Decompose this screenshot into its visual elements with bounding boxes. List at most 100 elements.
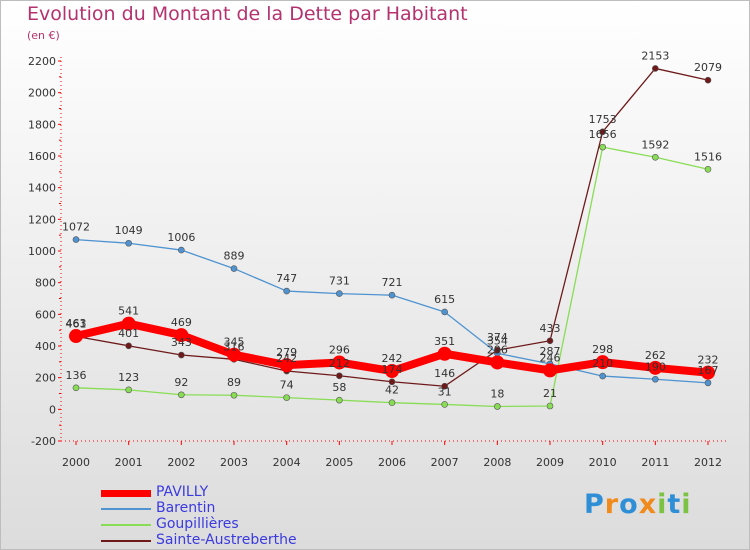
- data-label: 1049: [115, 224, 143, 237]
- data-point: [72, 236, 80, 243]
- x-tick-label: 2006: [378, 456, 406, 469]
- data-label: 354: [487, 334, 508, 347]
- data-label: 287: [540, 345, 561, 358]
- data-point: [437, 346, 452, 361]
- data-point: [230, 391, 238, 399]
- y-tick-label: 1800: [28, 118, 56, 131]
- data-point: [546, 337, 554, 345]
- data-label: 123: [118, 371, 139, 384]
- data-label: 190: [645, 360, 666, 373]
- legend-label: Barentin: [156, 500, 216, 516]
- data-label: 174: [382, 363, 403, 376]
- data-point: [648, 360, 663, 375]
- data-point: [652, 153, 659, 161]
- data-point: [72, 384, 80, 392]
- data-point: [336, 396, 343, 404]
- data-label: 1753: [589, 113, 617, 126]
- y-tick-label: 2000: [28, 87, 56, 100]
- x-tick-label: 2011: [641, 456, 669, 469]
- data-point: [385, 364, 399, 379]
- data-label: 92: [174, 376, 188, 389]
- data-label: 212: [329, 357, 350, 370]
- data-label: 889: [224, 250, 245, 263]
- data-point: [599, 143, 606, 151]
- x-tick-label: 2012: [694, 456, 722, 469]
- chart-subtitle: (en €): [27, 29, 60, 42]
- data-label: 351: [434, 335, 455, 348]
- y-tick-label: -200: [31, 435, 56, 448]
- data-label: 1072: [62, 221, 90, 234]
- data-point: [494, 403, 501, 410]
- data-label: 469: [171, 316, 192, 329]
- data-label: 296: [329, 343, 350, 356]
- x-tick-label: 2007: [431, 456, 459, 469]
- data-label: 1006: [167, 231, 195, 244]
- y-tick-label: 1000: [28, 245, 56, 258]
- logo-letter: i: [657, 489, 668, 520]
- legend-label: PAVILLY: [156, 484, 209, 500]
- legend-swatch: [101, 508, 151, 510]
- data-point: [546, 402, 554, 410]
- data-point: [230, 265, 238, 272]
- data-point: [69, 329, 83, 344]
- data-point: [388, 291, 396, 299]
- x-tick-label: 2010: [589, 456, 617, 469]
- logo-letter: P: [584, 489, 605, 520]
- data-point: [336, 290, 343, 297]
- data-label: 298: [592, 343, 613, 356]
- logo-letter: x: [638, 489, 658, 520]
- data-label: 2079: [694, 61, 722, 74]
- data-point: [701, 365, 715, 380]
- y-tick-label: 600: [35, 308, 56, 321]
- data-label: 461: [66, 317, 87, 330]
- data-point: [441, 401, 448, 408]
- data-label: 210: [592, 357, 613, 370]
- data-label: 279: [276, 346, 297, 359]
- data-point: [227, 347, 241, 362]
- data-label: 58: [332, 381, 346, 394]
- data-point: [283, 394, 290, 401]
- data-point: [178, 391, 185, 399]
- data-point: [494, 346, 501, 354]
- data-point: [283, 287, 290, 295]
- data-label: 316: [224, 340, 245, 353]
- logo-letter: r: [604, 489, 620, 520]
- data-point: [704, 379, 712, 387]
- logo-letter: i: [681, 489, 692, 520]
- data-point: [595, 355, 610, 370]
- data-label: 433: [540, 322, 561, 335]
- data-label: 21: [543, 387, 557, 400]
- data-label: 343: [171, 336, 192, 349]
- data-label: 401: [118, 327, 139, 340]
- y-tick-label: 1600: [28, 150, 56, 163]
- data-label: 296: [487, 343, 508, 356]
- y-tick-label: 1400: [28, 182, 56, 195]
- data-point: [441, 308, 448, 316]
- data-label: 167: [698, 364, 719, 377]
- data-point: [178, 246, 185, 254]
- data-label: 18: [490, 387, 504, 400]
- x-tick-label: 2004: [273, 456, 301, 469]
- data-point: [704, 166, 712, 173]
- legend-label: Sainte-Austreberthe: [156, 532, 297, 548]
- data-point: [332, 355, 347, 370]
- data-label: 146: [434, 367, 455, 380]
- data-label: 731: [329, 275, 350, 288]
- data-label: 262: [645, 349, 666, 362]
- data-label: 721: [382, 276, 403, 289]
- data-label: 747: [276, 272, 297, 285]
- y-tick-label: 1200: [28, 213, 56, 226]
- y-tick-label: 2200: [28, 55, 56, 68]
- data-label: 89: [227, 376, 241, 389]
- data-point: [652, 65, 659, 72]
- data-point: [599, 372, 606, 380]
- logo-letter: o: [619, 489, 639, 520]
- data-label: 136: [66, 369, 87, 382]
- data-label: 541: [118, 305, 139, 318]
- x-tick-label: 2002: [167, 456, 195, 469]
- data-label: 1592: [641, 138, 669, 151]
- x-tick-label: 2003: [220, 456, 248, 469]
- data-label: 31: [438, 385, 452, 398]
- data-label: 463: [66, 317, 87, 330]
